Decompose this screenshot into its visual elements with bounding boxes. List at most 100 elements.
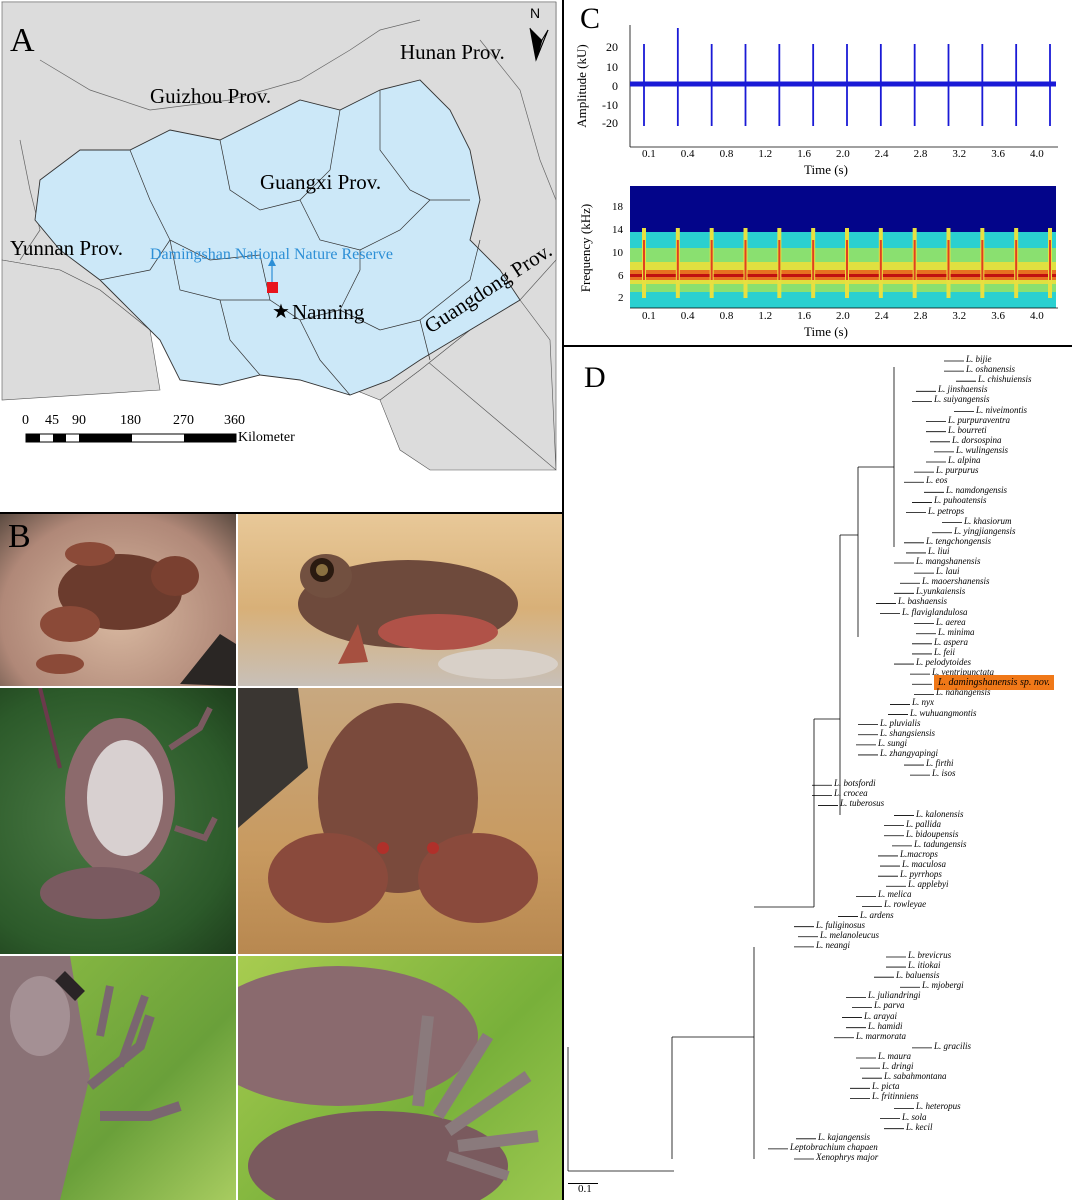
taxon-label: L. brevicrus — [908, 949, 952, 960]
region-label-guizhou: Guizhou Prov. — [150, 84, 272, 108]
ytick: 14 — [612, 224, 623, 236]
taxon-label: L. suiyangensis — [934, 394, 990, 405]
taxon-label: L. maculosa — [902, 859, 947, 870]
xtick: 4.0 — [1030, 310, 1044, 322]
taxon-label: L. kalonensis — [916, 808, 964, 819]
taxon-label: L. fuliginosus — [816, 919, 866, 930]
ytick: -10 — [602, 98, 618, 112]
taxon-label: L. aspera — [934, 636, 969, 647]
waveform-ylabel: Amplitude (kU) — [574, 44, 589, 128]
scale-tick: 90 — [72, 413, 86, 428]
xtick: 1.2 — [758, 310, 773, 322]
taxon-label: L. marmorata — [856, 1030, 907, 1041]
taxon-label: L. pallida — [906, 818, 942, 829]
taxon-label: L. yingjiangensis — [954, 525, 1016, 536]
xtick: 3.2 — [952, 310, 967, 322]
taxon-label: L. wulingensis — [956, 444, 1009, 455]
taxon-label: L. khasiorum — [964, 515, 1012, 526]
taxon-label: L. ventripunctata — [932, 667, 994, 678]
panel-a-map: ★ A N Hunan Prov. Guizhou Prov. Guangxi … — [0, 0, 562, 512]
ytick: 18 — [612, 201, 623, 213]
taxon-label: L. pelodytoides — [916, 657, 971, 668]
taxon-label: L. kecil — [906, 1121, 933, 1132]
scale-tick: 0 — [22, 413, 29, 428]
panel-b-photos: B — [0, 514, 562, 1200]
spectrogram-note-core — [947, 240, 950, 280]
ytick: 2 — [618, 292, 624, 304]
taxon-label: L. wuhuangmontis — [910, 707, 977, 718]
panel-c-call: C Amplitude (kU) 20 10 0 -10 -20 0.1 0.4 0… — [564, 0, 1072, 345]
spectrogram-notes — [642, 228, 1052, 298]
taxon-label: L. purpurus — [936, 465, 979, 476]
taxon-label: L. bashaensis — [898, 596, 948, 607]
taxon-label: L. melica — [878, 889, 912, 900]
taxon-label: L. zhangyapingi — [880, 747, 939, 758]
spectrogram-note-core — [778, 240, 781, 280]
taxon-labels: L. bijie L. oshanensis L. chishuiensis L. j… — [564, 347, 1072, 1200]
xtick: 2.8 — [913, 310, 928, 322]
ytick: 0 — [612, 79, 618, 93]
taxon-label: L. eos — [926, 475, 948, 486]
taxon-label: L. pyrrhops — [900, 869, 942, 880]
spectrogram-note-core — [744, 240, 747, 280]
spectrogram-note-core — [643, 240, 645, 280]
nanning-star-icon: ★ — [272, 301, 290, 323]
taxon-label: L. aerea — [936, 616, 966, 627]
taxon-label: L. mjobergi — [922, 980, 964, 991]
taxon-label: L. flaviglandulosa — [902, 606, 968, 617]
xtick: 0.8 — [719, 148, 734, 160]
photo-foot — [238, 956, 562, 1200]
guangxi-province — [34, 79, 521, 396]
city-label-nanning: Nanning — [292, 300, 365, 324]
scale-tick: 45 — [45, 413, 59, 428]
taxon-label: L. gracilis — [934, 1040, 972, 1051]
panel-a-label: A — [10, 22, 35, 59]
scale-tick: 180 — [120, 413, 141, 428]
taxon-label: L. niveimontis — [976, 404, 1027, 415]
taxon-label: L. dorsospina — [952, 434, 1002, 445]
taxon-label: L. maura — [878, 1050, 912, 1061]
scale-bar — [25, 433, 237, 443]
taxon-label: L. shangsiensis — [880, 727, 936, 738]
scale-tick: 360 — [224, 413, 245, 428]
xtick: 0.1 — [642, 148, 656, 160]
taxon-label: L. hamidi — [868, 1020, 903, 1031]
taxon-label: L. fritinniens — [872, 1091, 919, 1102]
taxon-label: L. sola — [902, 1111, 927, 1122]
ytick: -20 — [602, 116, 618, 130]
tree-scale-label: 0.1 — [578, 1183, 592, 1195]
waveform-xlabel: Time (s) — [804, 162, 848, 177]
xtick: 2.0 — [836, 310, 850, 322]
taxon-label: L. juliandringi — [868, 990, 921, 1001]
taxon-label: L. purpuraventra — [948, 414, 1011, 425]
taxon-label: L. chishuiensis — [978, 374, 1032, 385]
call-figure — [629, 25, 1058, 309]
xtick: 1.2 — [758, 148, 773, 160]
spectrogram-note-core — [812, 240, 815, 280]
ytick: 6 — [618, 270, 624, 282]
scale-unit: Kilometer — [238, 430, 295, 445]
phylogenetic-tree — [567, 360, 976, 1172]
tree-scale-bar — [568, 1183, 598, 1184]
taxon-label: L. ardens — [860, 909, 894, 920]
spectrogram-note-core — [676, 240, 679, 280]
taxon-label: L. heteropus — [916, 1101, 961, 1112]
photo-hand — [0, 956, 236, 1200]
xtick: 0.1 — [642, 310, 656, 322]
taxon-label: L. minima — [938, 626, 975, 637]
xtick: 3.6 — [991, 310, 1005, 322]
north-label: N — [530, 5, 541, 21]
taxon-label: L. petrops — [928, 505, 965, 516]
taxon-label: L. namdongensis — [946, 485, 1008, 496]
taxon-label: L. bidoupensis — [906, 828, 959, 839]
ytick: 10 — [612, 247, 623, 259]
scale-tick-labels: 0 45 90 180 270 360 — [0, 413, 562, 433]
spectrogram-note-core — [913, 240, 916, 280]
scale-tick: 270 — [173, 413, 194, 428]
taxon-label: L. kajangensis — [818, 1131, 871, 1142]
photo-dorsal-close — [238, 688, 562, 954]
panel-b-label: B — [8, 518, 31, 555]
taxon-label: L. tadungensis — [914, 838, 967, 849]
ytick: 10 — [606, 60, 618, 74]
taxon-label: L. tuberosus — [840, 798, 885, 809]
